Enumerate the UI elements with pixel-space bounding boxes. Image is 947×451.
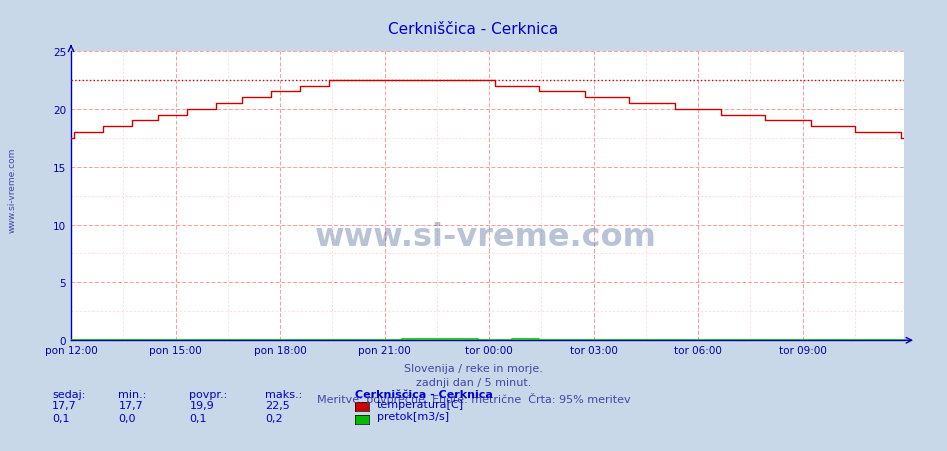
- Text: 0,1: 0,1: [52, 413, 69, 423]
- Text: www.si-vreme.com: www.si-vreme.com: [315, 221, 657, 252]
- Text: 19,9: 19,9: [189, 400, 214, 410]
- Text: Meritve: povprečne  Enote: metrične  Črta: 95% meritev: Meritve: povprečne Enote: metrične Črta:…: [316, 392, 631, 404]
- Text: 0,0: 0,0: [118, 413, 135, 423]
- Text: www.si-vreme.com: www.si-vreme.com: [8, 147, 17, 232]
- Text: temperatura[C]: temperatura[C]: [377, 399, 464, 409]
- Text: 0,1: 0,1: [189, 413, 206, 423]
- Text: 22,5: 22,5: [265, 400, 290, 410]
- Text: Cerkniščica - Cerknica: Cerkniščica - Cerknica: [388, 22, 559, 37]
- Text: povpr.:: povpr.:: [189, 389, 227, 399]
- Text: maks.:: maks.:: [265, 389, 302, 399]
- Text: Cerkniščica - Cerknica: Cerkniščica - Cerknica: [355, 389, 493, 399]
- Text: min.:: min.:: [118, 389, 147, 399]
- Text: 0,2: 0,2: [265, 413, 283, 423]
- Text: sedaj:: sedaj:: [52, 389, 85, 399]
- Text: Slovenija / reke in morje.: Slovenija / reke in morje.: [404, 363, 543, 373]
- Text: 17,7: 17,7: [52, 400, 77, 410]
- Text: pretok[m3/s]: pretok[m3/s]: [377, 411, 449, 421]
- Text: 17,7: 17,7: [118, 400, 143, 410]
- Text: zadnji dan / 5 minut.: zadnji dan / 5 minut.: [416, 377, 531, 387]
